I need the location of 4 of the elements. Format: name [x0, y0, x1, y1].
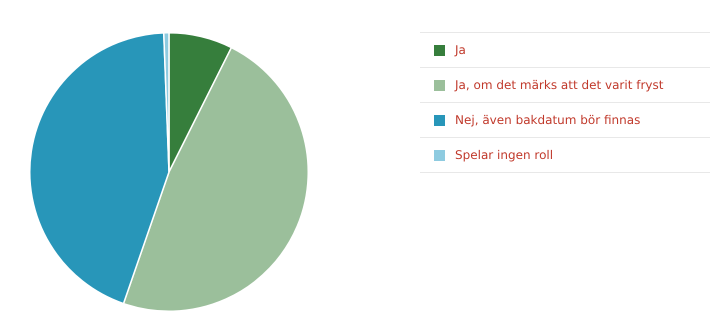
legend-label: Ja, om det märks att det varit fryst	[455, 78, 664, 92]
legend-label: Spelar ingen roll	[455, 148, 554, 162]
legend-label: Ja	[455, 43, 466, 57]
legend-label: Nej, även bakdatum bör finnas	[455, 113, 640, 127]
